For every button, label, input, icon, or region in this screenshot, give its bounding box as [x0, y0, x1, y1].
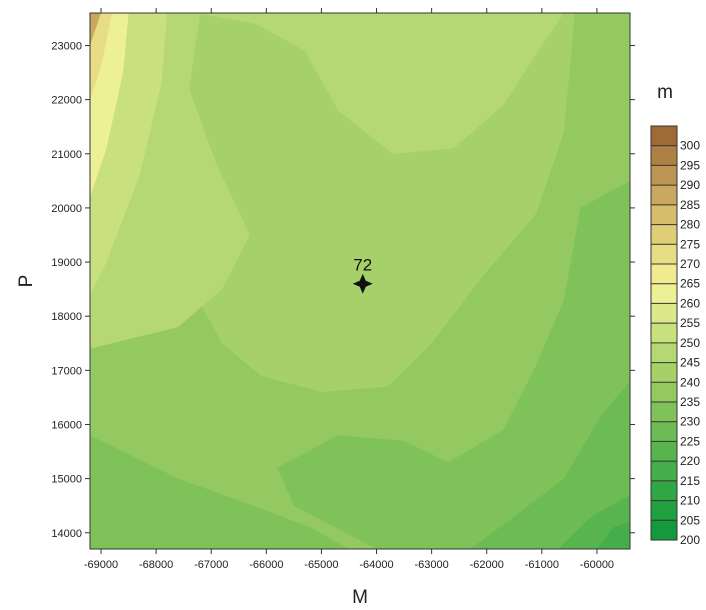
- colorbar-label: 270: [680, 257, 700, 271]
- colorbar-label: 235: [680, 395, 700, 409]
- plot-frame: [89, 12, 631, 550]
- colorbar-segment: [651, 500, 677, 521]
- colorbar-segment: [651, 402, 677, 423]
- colorbar-segment: [651, 421, 677, 442]
- colorbar-label: 265: [680, 277, 700, 291]
- x-tick-label: -61000: [525, 559, 559, 571]
- colorbar-segment: [651, 283, 677, 304]
- colorbar-segment: [651, 323, 677, 344]
- colorbar-unit-label: m: [657, 82, 673, 103]
- colorbar-segment: [651, 244, 677, 265]
- marker-dot: [358, 279, 367, 288]
- y-tick-label: 14000: [51, 528, 82, 540]
- colorbar-label: 245: [680, 356, 700, 370]
- contour-region-5: [90, 13, 112, 100]
- colorbar-label: 260: [680, 296, 700, 310]
- x-axis: -69000 -68000 -67000 -66000 -65000 -64000 -630…: [84, 8, 614, 571]
- x-tick-label: -63000: [414, 559, 448, 571]
- colorbar-label: 295: [680, 158, 700, 172]
- y-tick-label: 20000: [51, 203, 82, 215]
- colorbar-frame: [650, 125, 678, 541]
- colorbar-segment: [651, 126, 677, 147]
- colorbar-segment: [651, 145, 677, 166]
- colorbar-label: 255: [680, 316, 700, 330]
- x-tick-label: -64000: [359, 559, 393, 571]
- x-tick-label: -60000: [580, 559, 614, 571]
- y-axis: 14000 15000 16000 17000 18000 19000 20000 21000…: [51, 40, 635, 540]
- x-tick-label: -66000: [249, 559, 283, 571]
- colorbar-segment: [651, 362, 677, 383]
- colorbar-segment: [651, 441, 677, 462]
- colorbar-segment: [651, 264, 677, 285]
- colorbar-segment: [651, 342, 677, 363]
- contour-region-7: [90, 435, 349, 549]
- colorbar-label: 225: [680, 434, 700, 448]
- y-tick-label: 22000: [51, 95, 82, 107]
- x-tick-label: -67000: [194, 559, 228, 571]
- colorbar-label: 215: [680, 474, 700, 488]
- point-marker: 72: [352, 256, 373, 294]
- colorbar-segment: [651, 303, 677, 324]
- colorbar-label: 210: [680, 494, 700, 508]
- contour-region-9: [470, 381, 630, 549]
- colorbar-label: 230: [680, 415, 700, 429]
- colorbar-segment: [651, 204, 677, 225]
- contour-region-11: [596, 521, 630, 549]
- colorbar-label: 200: [680, 533, 700, 547]
- elevation-field: [90, 13, 630, 549]
- colorbar-segment: [651, 520, 677, 541]
- colorbar-segment: [651, 480, 677, 501]
- contour-region-6: [90, 13, 101, 46]
- colorbar-segment: [651, 165, 677, 186]
- x-tick-label: -65000: [304, 559, 338, 571]
- y-tick-label: 23000: [51, 40, 82, 52]
- colorbar-label: 285: [680, 198, 700, 212]
- y-tick-label: 18000: [51, 311, 82, 323]
- colorbar-label: 280: [680, 218, 700, 232]
- marker-label: 72: [353, 256, 372, 275]
- x-tick-label: -68000: [139, 559, 173, 571]
- y-axis-title: P: [16, 275, 37, 288]
- colorbar-segment: [651, 185, 677, 206]
- y-tick-label: 16000: [51, 419, 82, 431]
- colorbar-label: 205: [680, 513, 700, 527]
- x-axis-title: M: [352, 587, 368, 608]
- colorbar-label: 250: [680, 336, 700, 350]
- contour-region-1: [194, 13, 564, 154]
- y-tick-label: 17000: [51, 365, 82, 377]
- x-tick-label: -69000: [84, 559, 118, 571]
- colorbar-label: 220: [680, 454, 700, 468]
- y-tick-label: 15000: [51, 474, 82, 486]
- y-tick-label: 19000: [51, 257, 82, 269]
- colorbar-label: 300: [680, 139, 700, 153]
- colorbar-segment: [651, 224, 677, 245]
- colorbar-label: 275: [680, 237, 700, 251]
- y-tick-label: 21000: [51, 149, 82, 161]
- colorbar-label: 290: [680, 178, 700, 192]
- colorbar-label: 240: [680, 375, 700, 389]
- colorbar-segment: [651, 382, 677, 403]
- x-tick-label: -62000: [470, 559, 504, 571]
- contour-region-8: [277, 180, 630, 549]
- colorbar-segment: [651, 461, 677, 482]
- colorbar: 300 295 290 285 280 275 270 265 260 255 250 245 240 2…: [650, 125, 700, 547]
